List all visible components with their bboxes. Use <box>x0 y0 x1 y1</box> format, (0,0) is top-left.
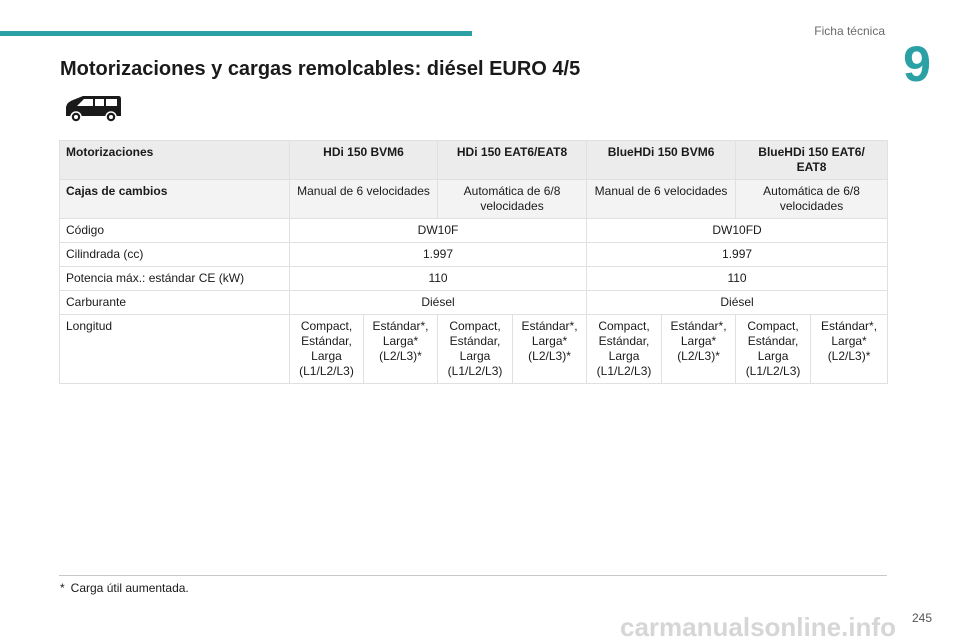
table-cell: Estándar*, Larga* (L2/L3)* <box>362 314 439 384</box>
header-engine: BlueHDi 150 BVM6 <box>586 140 737 180</box>
table-cell: Compact, Estándar, Larga (L1/L2/L3) <box>437 314 514 384</box>
table-cell: Compact, Estándar, Larga (L1/L2/L3) <box>289 314 364 384</box>
table-row-code: Código DW10F DW10FD <box>59 218 889 243</box>
footnote-text: Carga útil aumentada. <box>70 581 189 595</box>
table-cell: Compact, Estándar, Larga (L1/L2/L3) <box>735 314 812 384</box>
section-label: Ficha técnica <box>814 24 885 38</box>
page-number: 245 <box>911 611 932 625</box>
header-label: Motorizaciones <box>59 140 290 180</box>
footnote-divider <box>59 575 887 576</box>
footnote-marker: * <box>60 581 65 595</box>
page-title: Motorizaciones y cargas remolcables: dié… <box>60 58 581 80</box>
table-row-fuel: Carburante Diésel Diésel <box>59 290 889 315</box>
row-label: Longitud <box>59 314 290 384</box>
row-label: Carburante <box>59 290 290 315</box>
table-cell: Compact, Estándar, Larga (L1/L2/L3) <box>586 314 663 384</box>
van-icon <box>66 96 121 123</box>
table-cell: Manual de 6 velocidades <box>586 179 737 219</box>
table-row-length: Longitud Compact, Estándar, Larga (L1/L2… <box>59 314 889 384</box>
table-cell: Estándar*, Larga* (L2/L3)* <box>512 314 588 384</box>
row-label: Potencia máx.: estándar CE (kW) <box>59 266 290 291</box>
engine-specs-table: Motorizaciones HDi 150 BVM6 HDi 150 EAT6… <box>59 140 889 384</box>
top-accent-bar <box>0 31 472 36</box>
watermark: carmanualsonline.info <box>620 612 896 642</box>
table-row-displacement: Cilindrada (cc) 1.997 1.997 <box>59 242 889 267</box>
footnote: * Carga útil aumentada. <box>60 581 189 595</box>
row-label: Cajas de cambios <box>59 179 290 219</box>
header-engine: HDi 150 EAT6/EAT8 <box>437 140 588 180</box>
header-engine: BlueHDi 150 EAT6/ EAT8 <box>735 140 889 180</box>
table-cell: Estándar*, Larga* (L2/L3)* <box>661 314 737 384</box>
header-engine: HDi 150 BVM6 <box>288 140 439 180</box>
table-cell: DW10F <box>288 218 588 243</box>
table-cell: Diésel <box>586 290 889 315</box>
table-cell: Diésel <box>288 290 588 315</box>
table-cell: 110 <box>288 266 588 291</box>
table-cell: 110 <box>586 266 889 291</box>
table-cell: 1.997 <box>288 242 588 267</box>
table-cell: Automática de 6/8 velocidades <box>735 179 889 219</box>
table-row-gearbox: Cajas de cambios Manual de 6 velocidades… <box>59 179 889 219</box>
table-row-power: Potencia máx.: estándar CE (kW) 110 110 <box>59 266 889 291</box>
table-cell: 1.997 <box>586 242 889 267</box>
row-label: Cilindrada (cc) <box>59 242 290 267</box>
table-cell: Automática de 6/8 velocidades <box>437 179 588 219</box>
chapter-number: 9 <box>903 36 931 92</box>
table-cell: DW10FD <box>586 218 889 243</box>
table-cell: Estándar*, Larga* (L2/L3)* <box>810 314 889 384</box>
table-header-row: Motorizaciones HDi 150 BVM6 HDi 150 EAT6… <box>59 140 889 180</box>
table-cell: Manual de 6 velocidades <box>288 179 439 219</box>
row-label: Código <box>59 218 290 243</box>
